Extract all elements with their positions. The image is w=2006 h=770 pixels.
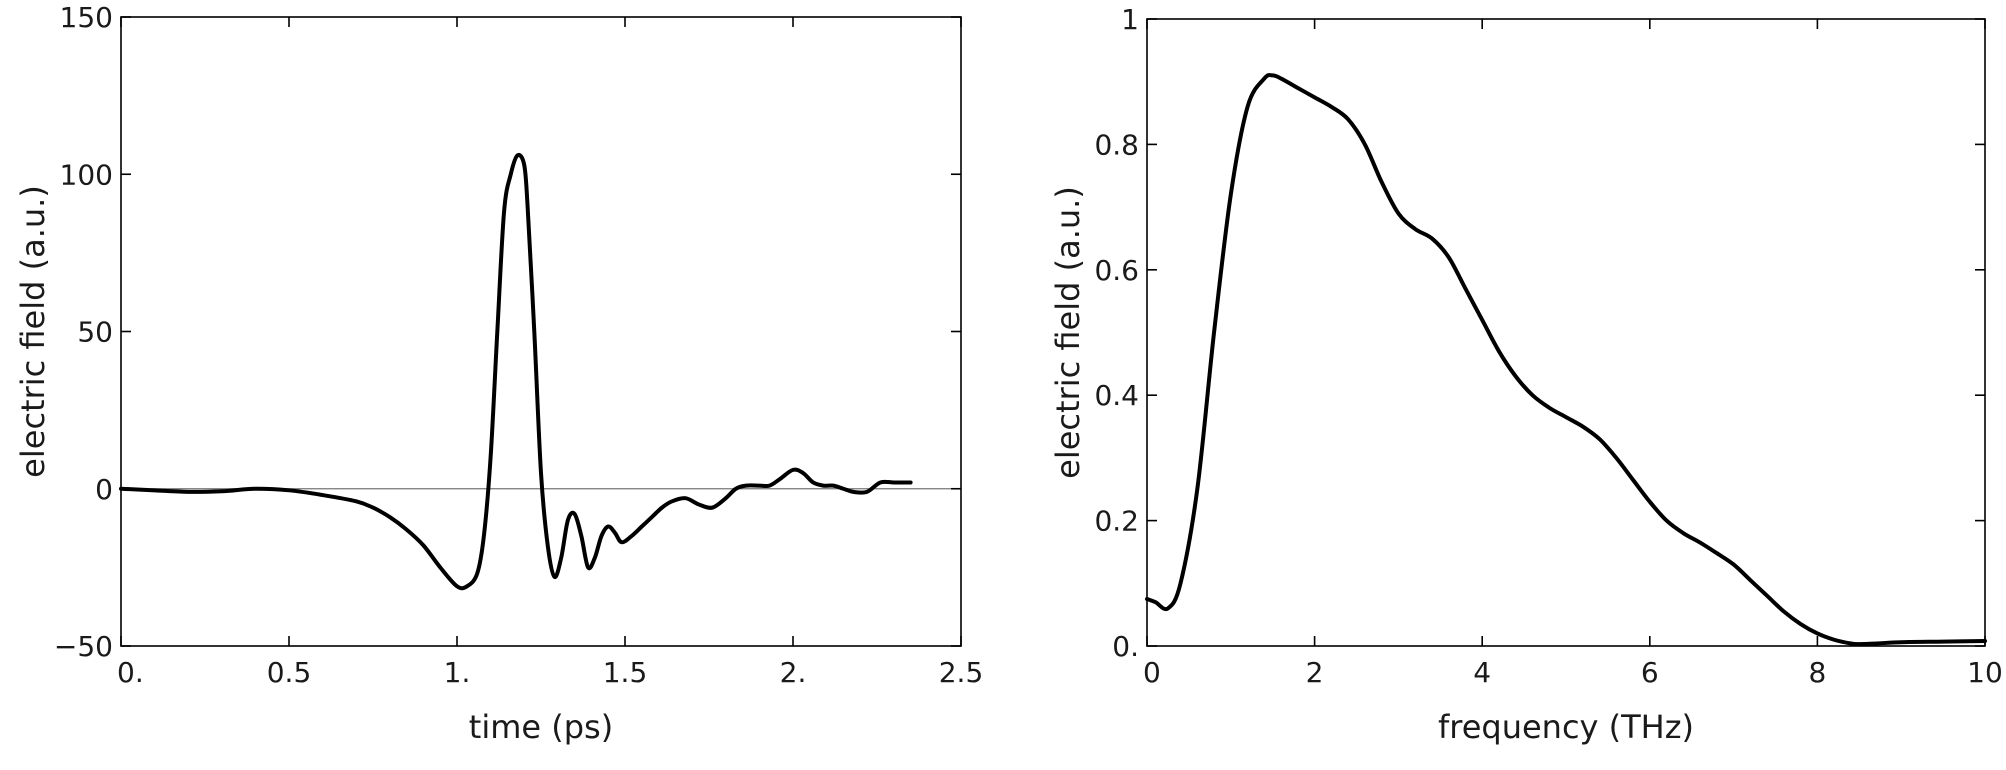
y-tick-label: 0.6: [1094, 254, 1139, 287]
y-tick-label: 0.: [1112, 630, 1139, 663]
frequency-spectrum-curve: [1145, 73, 1987, 647]
time-field-axis-label: electric field (a.u.): [14, 185, 52, 478]
time-axis-tick-labels: 0. 0.5 1. 1.5 2. 2.5: [117, 656, 983, 689]
time-plot-frame: [120, 16, 962, 647]
y-tick-label: 0: [95, 473, 113, 506]
x-tick-label: 10: [1967, 656, 2003, 689]
y-tick-label: 0.8: [1094, 128, 1139, 161]
y-tick-label: −50: [54, 630, 113, 663]
frequency-plot-frame: [1146, 18, 1986, 647]
y-tick-label: 50: [77, 316, 113, 349]
spectrum-field-axis-label: electric field (a.u.): [1049, 186, 1087, 479]
y-tick-label: 0.4: [1094, 379, 1139, 412]
x-tick-label: 0: [1143, 656, 1161, 689]
x-tick-label: 2.: [780, 656, 807, 689]
x-tick-label: 0.5: [267, 656, 312, 689]
x-tick-label: 4: [1473, 656, 1491, 689]
frequency-axis-label: frequency (THz): [1438, 708, 1694, 746]
y-tick-label: 0.2: [1094, 505, 1139, 538]
x-tick-label: 6: [1641, 656, 1659, 689]
time-domain-waveform: [119, 152, 913, 591]
x-tick-label: 8: [1808, 656, 1826, 689]
x-tick-label: 2.5: [939, 656, 984, 689]
spectrum-axis-tick-labels: 0. 0.2 0.4 0.6 0.8 1: [1094, 3, 1139, 663]
frequency-domain-chart: 0 2 4 6 8 10 0.0.20.40.60.81 frequency (THz) …: [1049, 3, 2003, 746]
time-axis-ticks: [120, 16, 962, 647]
time-domain-chart: 0. 0.5 1. 1.5 2. 2.5 −50 0 50 100 150 time (ps) e…: [14, 1, 983, 746]
frequency-axis-ticks: [1146, 18, 1986, 647]
frequency-axis-tick-labels: 0 2 4 6 8 10: [1143, 656, 2003, 689]
y-tick-label: 150: [60, 1, 113, 34]
field-axis-tick-labels: −50 0 50 100 150: [54, 1, 113, 663]
y-tick-label: 1: [1121, 3, 1139, 36]
x-tick-label: 1.5: [603, 656, 648, 689]
time-axis-label: time (ps): [469, 708, 613, 746]
y-tick-label: 100: [60, 158, 113, 191]
x-tick-label: 0.: [117, 656, 144, 689]
x-tick-label: 1.: [444, 656, 471, 689]
x-tick-label: 2: [1306, 656, 1324, 689]
